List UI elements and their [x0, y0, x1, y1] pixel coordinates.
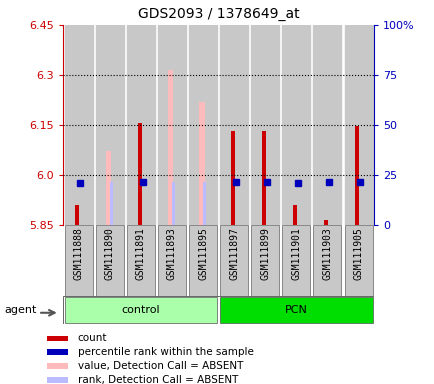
Text: GSM111899: GSM111899: [260, 227, 270, 280]
Bar: [344, 25, 372, 225]
Bar: [251, 225, 279, 296]
Text: GSM111903: GSM111903: [322, 227, 332, 280]
Bar: [198, 101, 204, 225]
Bar: [137, 123, 141, 225]
Bar: [220, 297, 372, 323]
Text: GSM111905: GSM111905: [353, 227, 363, 280]
Bar: [282, 25, 309, 225]
Text: GSM111897: GSM111897: [229, 227, 239, 280]
Bar: [95, 225, 123, 296]
Bar: [344, 225, 372, 296]
Bar: [95, 25, 123, 225]
Bar: [172, 182, 174, 225]
Bar: [203, 182, 205, 225]
Text: value, Detection Call = ABSENT: value, Detection Call = ABSENT: [78, 361, 243, 371]
Text: GSM111888: GSM111888: [73, 227, 83, 280]
Bar: [261, 131, 266, 225]
Text: GSM111895: GSM111895: [197, 227, 207, 280]
Bar: [110, 182, 112, 225]
Bar: [230, 131, 234, 225]
Bar: [65, 25, 92, 225]
Bar: [127, 225, 155, 296]
Bar: [355, 126, 358, 225]
Bar: [46, 336, 68, 341]
Text: GSM111891: GSM111891: [135, 227, 145, 280]
Bar: [313, 25, 341, 225]
Bar: [323, 220, 328, 225]
Bar: [220, 225, 247, 296]
Bar: [127, 25, 155, 225]
Bar: [168, 70, 173, 225]
Bar: [46, 349, 68, 355]
Text: percentile rank within the sample: percentile rank within the sample: [78, 347, 253, 357]
Bar: [158, 225, 185, 296]
Bar: [65, 225, 92, 296]
Bar: [293, 205, 296, 225]
Text: rank, Detection Call = ABSENT: rank, Detection Call = ABSENT: [78, 375, 238, 384]
Bar: [313, 225, 341, 296]
Text: GSM111901: GSM111901: [291, 227, 301, 280]
Text: agent: agent: [4, 305, 36, 315]
Bar: [75, 205, 79, 225]
Bar: [65, 297, 217, 323]
Bar: [46, 363, 68, 369]
Text: PCN: PCN: [284, 305, 307, 315]
Bar: [189, 25, 217, 225]
Bar: [189, 225, 217, 296]
Bar: [158, 25, 185, 225]
Text: count: count: [78, 333, 107, 343]
Text: GSM111893: GSM111893: [167, 227, 177, 280]
Bar: [251, 25, 279, 225]
Text: GSM111890: GSM111890: [105, 227, 115, 280]
Bar: [105, 151, 111, 225]
Bar: [46, 377, 68, 383]
Bar: [282, 225, 309, 296]
Title: GDS2093 / 1378649_at: GDS2093 / 1378649_at: [138, 7, 299, 21]
Text: control: control: [121, 305, 160, 315]
Bar: [220, 25, 247, 225]
